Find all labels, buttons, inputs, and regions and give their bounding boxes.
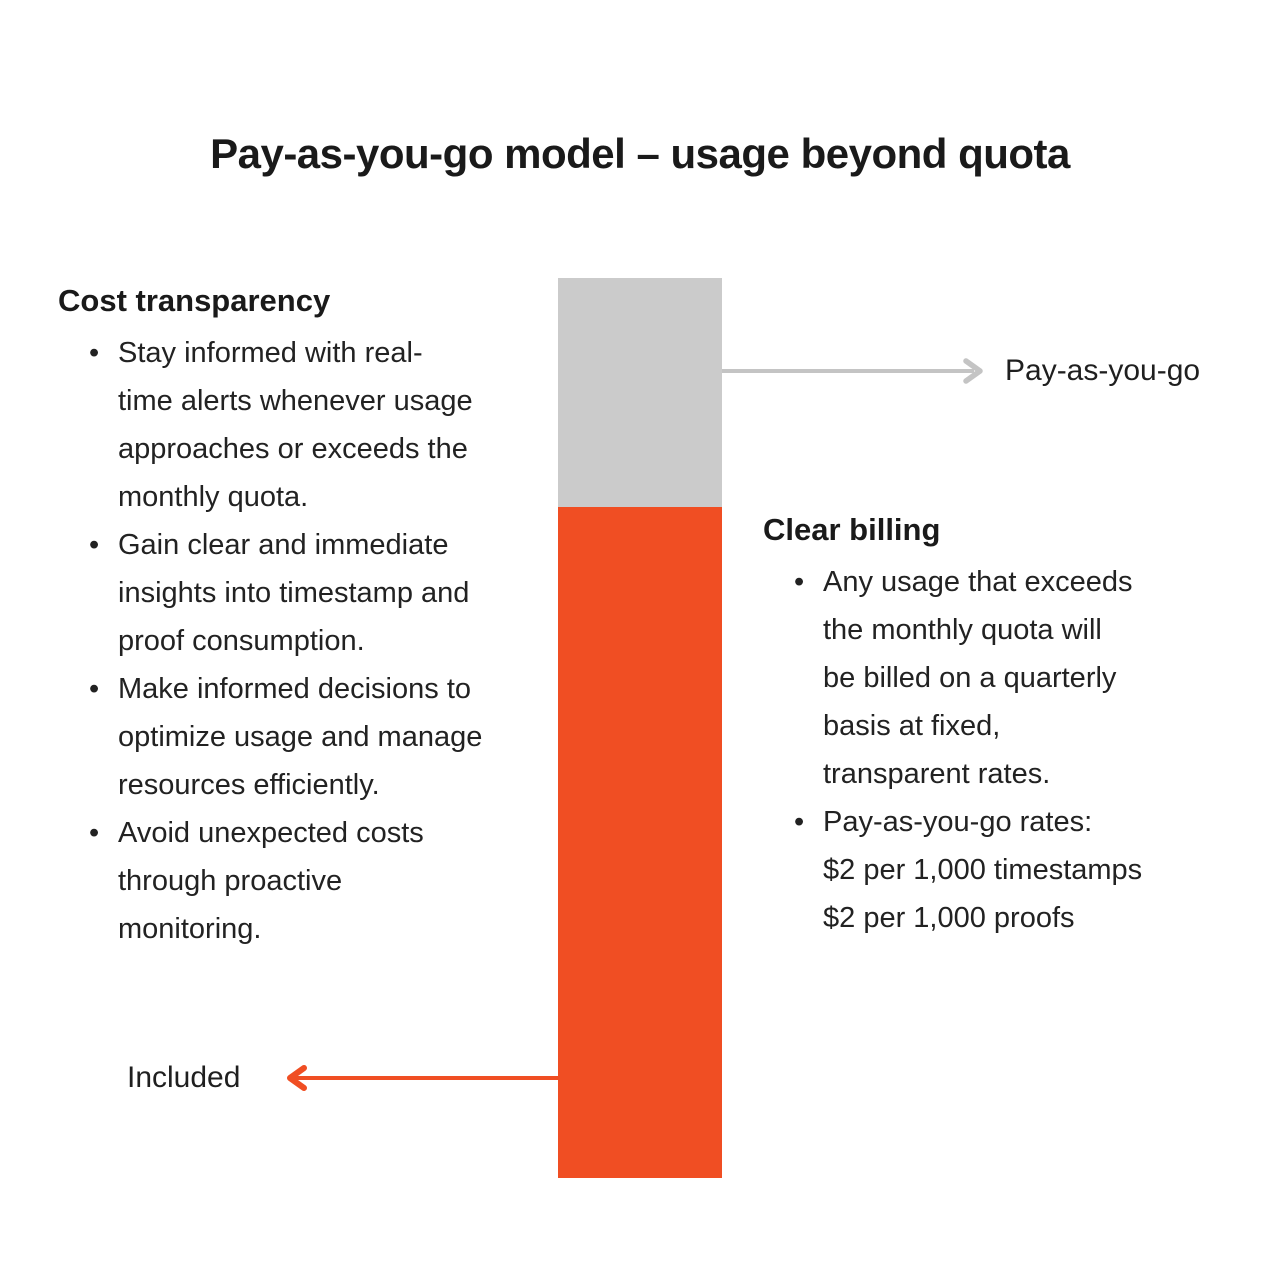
- bar-segment-included: [558, 507, 722, 1178]
- cost-transparency-heading: Cost transparency: [58, 283, 331, 318]
- bullet-text: Make informed decisions to optimize usag…: [118, 673, 483, 801]
- cost-transparency-section: Cost transparency Stay informed with rea…: [58, 281, 558, 953]
- bar-segment-beyond-quota: [558, 278, 722, 507]
- left-arrow-icon: [287, 1065, 558, 1091]
- payg-annotation-label: Pay-as-you-go: [1005, 354, 1201, 387]
- clear-billing-list: Any usage that exceeds the monthly quota…: [763, 558, 1203, 942]
- bullet-text: Stay informed with real- time alerts whe…: [118, 337, 473, 513]
- list-item: Stay informed with real- time alerts whe…: [58, 329, 558, 521]
- list-item: Any usage that exceeds the monthly quota…: [763, 558, 1203, 798]
- clear-billing-heading: Clear billing: [763, 512, 941, 547]
- usage-bar: [558, 278, 722, 1178]
- clear-billing-section: Clear billing Any usage that exceeds the…: [763, 510, 1203, 942]
- right-arrow-icon: [722, 358, 983, 384]
- list-item: Gain clear and immediate insights into t…: [58, 521, 558, 665]
- included-annotation-label: Included: [127, 1061, 241, 1094]
- bullet-text: Any usage that exceeds the monthly quota…: [823, 566, 1133, 790]
- bullet-text: Avoid unexpected costs through proactive…: [118, 817, 424, 945]
- list-item: Avoid unexpected costs through proactive…: [58, 809, 558, 953]
- list-item: Pay-as-you-go rates: $2 per 1,000 timest…: [763, 798, 1203, 942]
- cost-transparency-list: Stay informed with real- time alerts whe…: [58, 329, 558, 953]
- bullet-text: Pay-as-you-go rates: $2 per 1,000 timest…: [823, 806, 1143, 934]
- page-title: Pay-as-you-go model – usage beyond quota: [210, 130, 1070, 177]
- bullet-text: Gain clear and immediate insights into t…: [118, 529, 470, 657]
- list-item: Make informed decisions to optimize usag…: [58, 665, 558, 809]
